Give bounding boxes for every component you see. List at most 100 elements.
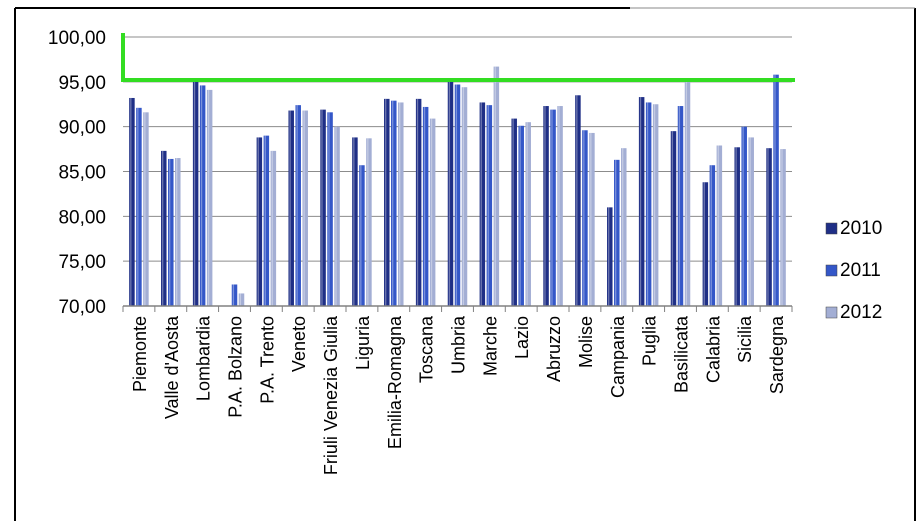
bar-highlight <box>494 66 496 306</box>
bar-2011-15 <box>582 130 588 306</box>
bar-highlight <box>416 98 419 307</box>
bar-highlight <box>639 97 642 307</box>
x-tick-label: Lombardia <box>194 315 214 401</box>
bar-highlight <box>430 118 433 306</box>
bar-highlight <box>480 102 482 306</box>
bar-2010-6 <box>288 110 294 306</box>
bar-highlight <box>303 110 305 306</box>
x-tick-label: Valle d'Aosta <box>162 315 182 419</box>
bar-highlight <box>742 126 744 307</box>
bar-2010-12 <box>479 102 486 306</box>
bar-2012-11 <box>461 87 468 306</box>
bar-highlight <box>423 106 426 306</box>
bar-2012-14 <box>557 106 563 306</box>
bar-2012-20 <box>748 137 754 306</box>
bar-highlight <box>328 112 330 306</box>
bar-2011-3 <box>199 85 206 306</box>
bar-highlight <box>271 150 273 306</box>
bar-highlight <box>487 105 489 306</box>
bar-2012-3 <box>206 89 213 306</box>
bar-2012-15 <box>589 132 595 306</box>
bars <box>129 66 786 307</box>
bar-2012-16 <box>621 148 627 306</box>
bar-highlight <box>207 89 210 306</box>
bar-highlight <box>239 293 242 306</box>
bar-2010-15 <box>575 95 581 307</box>
x-tick-label: P.A. Trento <box>257 316 277 404</box>
bar-highlight <box>296 105 298 306</box>
x-tick-label: Campania <box>608 315 628 398</box>
bar-2012-17 <box>652 104 659 306</box>
bar-2012-21 <box>780 149 786 306</box>
bar-2010-1 <box>129 97 135 307</box>
bar-highlight <box>321 109 323 306</box>
bar-highlight <box>767 148 769 306</box>
threshold-line <box>121 33 795 83</box>
bar-2010-8 <box>352 137 358 306</box>
bar-2011-6 <box>295 105 301 306</box>
bar-highlight <box>360 165 362 306</box>
bar-highlight <box>399 102 401 306</box>
bar-2010-9 <box>384 98 390 307</box>
bar-2010-19 <box>702 182 709 306</box>
bar-2010-13 <box>511 118 517 306</box>
bar-highlight <box>512 118 514 306</box>
bar-highlight <box>367 138 369 306</box>
legend-label-2012: 2012 <box>840 302 882 323</box>
bar-highlight <box>385 98 387 307</box>
bar-2011-5 <box>263 135 270 306</box>
bar-2011-18 <box>677 106 684 306</box>
bar-2012-9 <box>398 102 404 306</box>
bar-2010-5 <box>256 137 263 306</box>
bar-2010-2 <box>161 150 167 306</box>
bar-2011-19 <box>709 165 716 306</box>
x-tick-label: Marche <box>480 316 500 376</box>
bar-2011-7 <box>327 112 333 306</box>
bar-2012-5 <box>270 150 277 306</box>
bar-highlight <box>781 149 783 306</box>
x-axis-category-labels: Piemonte Valle d'Aosta Lombardia P.A. Bolza… <box>130 315 787 475</box>
bar-2010-11 <box>447 81 454 306</box>
bar-highlight <box>455 84 458 306</box>
bar-highlight <box>717 145 719 306</box>
x-tick-label: Piemonte <box>130 316 150 392</box>
bar-2012-13 <box>525 122 531 306</box>
x-tick-label: Molise <box>576 316 596 368</box>
bar-2011-16 <box>614 159 620 306</box>
bar-2012-2 <box>175 158 181 306</box>
bar-highlight <box>137 107 139 306</box>
bar-highlight <box>144 112 146 306</box>
bar-highlight <box>353 137 355 306</box>
bar-highlight <box>193 81 196 306</box>
bar-2010-20 <box>734 147 740 306</box>
bar-highlight <box>653 104 656 306</box>
bar-highlight <box>583 130 585 306</box>
x-tick-label: Sicilia <box>735 315 755 363</box>
bar-highlight <box>749 137 751 306</box>
bar-2011-11 <box>454 84 461 306</box>
bar-highlight <box>622 148 624 306</box>
bar-highlight <box>608 207 610 306</box>
bar-highlight <box>646 102 649 306</box>
legend-swatch-2010 <box>825 222 838 235</box>
bar-2012-10 <box>429 118 436 306</box>
y-tick-label: 80,00 <box>58 207 106 228</box>
bar-highlight <box>289 110 291 306</box>
bar-highlight <box>335 126 337 307</box>
x-tick-label: Friuli Venezia Giulia <box>321 315 341 475</box>
bar-2011-9 <box>391 100 397 306</box>
bar-highlight <box>448 81 451 306</box>
bar-2011-4 <box>231 284 238 306</box>
bar-highlight <box>615 159 617 306</box>
y-tick-label: 75,00 <box>58 252 106 273</box>
bar-2010-16 <box>607 207 613 306</box>
bar-2010-18 <box>670 131 677 306</box>
bar-2010-14 <box>543 106 549 306</box>
x-tick-label: Lazio <box>512 316 532 359</box>
bar-highlight <box>526 122 528 306</box>
bar-highlight <box>232 284 235 306</box>
bar-2010-7 <box>320 109 326 306</box>
bar-highlight <box>257 137 259 306</box>
